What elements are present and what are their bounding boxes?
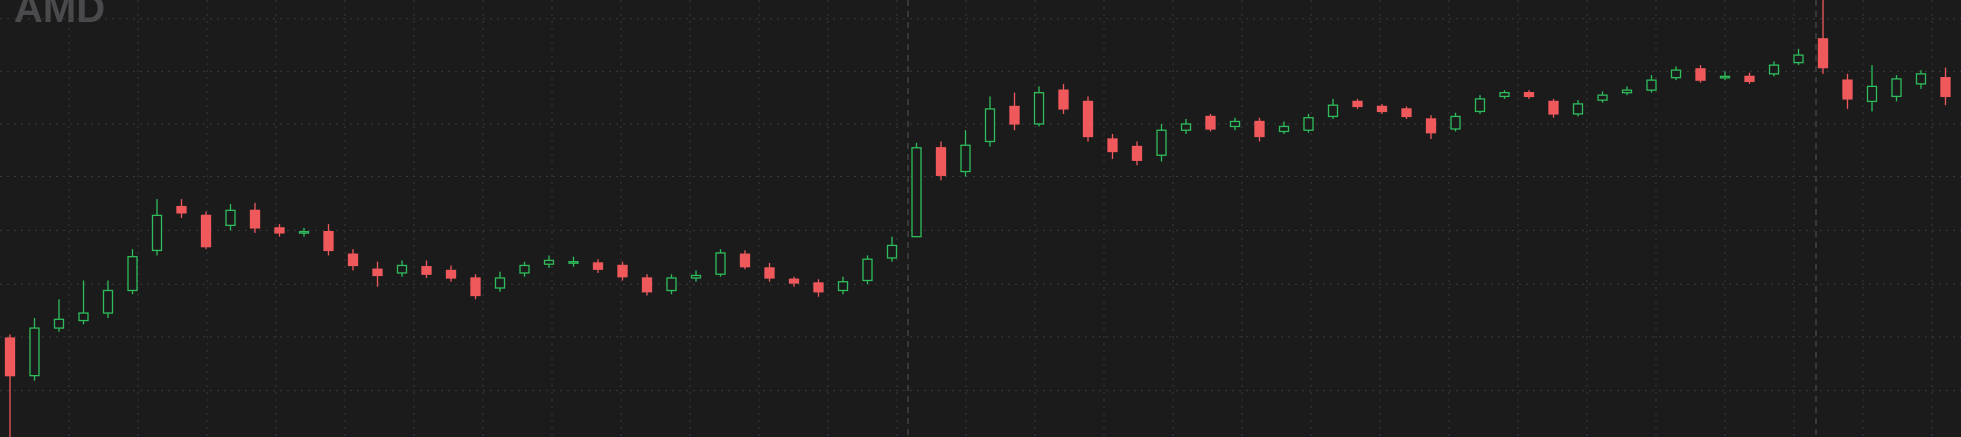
candle-body [274,227,285,234]
candle-body [592,262,604,270]
candle-body [78,312,89,322]
candle-body [1205,115,1216,130]
candle-body [813,282,824,293]
candle-body [935,147,947,176]
candle-body [151,214,163,252]
candle-body [1009,105,1020,125]
candle-body [347,253,359,267]
candle-body [911,147,922,238]
candle-body [886,244,898,259]
candle-body [1082,100,1094,138]
candle-body [1156,129,1167,156]
candle-body [1915,73,1927,85]
candle-body [715,252,726,275]
candle-body [494,277,506,289]
candle-body [1572,103,1584,115]
candle-body [1376,105,1388,113]
candle-body [445,269,457,279]
candle-body [1254,120,1265,138]
candle-body [543,259,555,265]
candle-body [1621,89,1633,94]
candle-body [666,277,677,292]
candle-body [641,277,653,293]
candle-body [739,253,751,268]
candle-body [102,289,114,314]
candle-body [1940,76,1951,98]
candle-body [1229,120,1241,128]
candle-body [200,214,212,248]
candle-body [1597,94,1608,101]
candle-body [396,264,408,274]
candle-body [298,230,310,234]
candle-body [176,205,187,214]
candle-body [1474,98,1486,113]
candle-body [1327,104,1339,118]
candle-body [1425,118,1437,134]
candle-body [519,264,530,274]
candle-body [788,278,800,284]
candle-body [1793,54,1804,64]
candle-body [1278,125,1290,133]
candle-body [1866,85,1878,103]
candle-body [984,108,996,143]
candle-body [470,277,481,297]
candle-body [1401,108,1412,118]
candle-body [1891,78,1902,98]
logo-text: AMD [14,0,105,31]
candle-body [4,337,16,377]
candle-body [1033,92,1045,125]
candle-body [323,230,334,252]
candle-body [1352,100,1363,108]
candle-body [1744,75,1755,83]
candle-body [764,267,775,279]
candle-body [1695,68,1706,81]
candle-body [568,261,579,264]
candle-body [1499,92,1510,98]
candle-body [1058,89,1069,110]
candle-body [1670,69,1682,79]
candle-body [372,268,383,277]
candle-body [1646,79,1657,91]
vertical-grid [68,0,1933,437]
candle-body [421,266,432,275]
candle-body [1548,100,1559,115]
candle-body [1303,117,1314,131]
candle-body [837,281,849,292]
candle-body [127,256,138,292]
candle-body [690,274,702,279]
candle-body [225,209,236,227]
candle-body [1180,123,1192,131]
candle-body [1817,38,1829,69]
candle-body [617,264,628,278]
candle-body [1768,64,1780,75]
candle-body [960,144,971,173]
candle-body [249,209,261,229]
candle-body [1523,92,1535,98]
candle-body [1131,145,1143,161]
candle-body [29,327,40,377]
candle-body [1107,138,1118,153]
candle-body [1450,115,1461,130]
candle-body [1719,75,1731,79]
candle-body [1842,79,1853,100]
candle-body [862,258,873,282]
candle-body [53,318,65,329]
